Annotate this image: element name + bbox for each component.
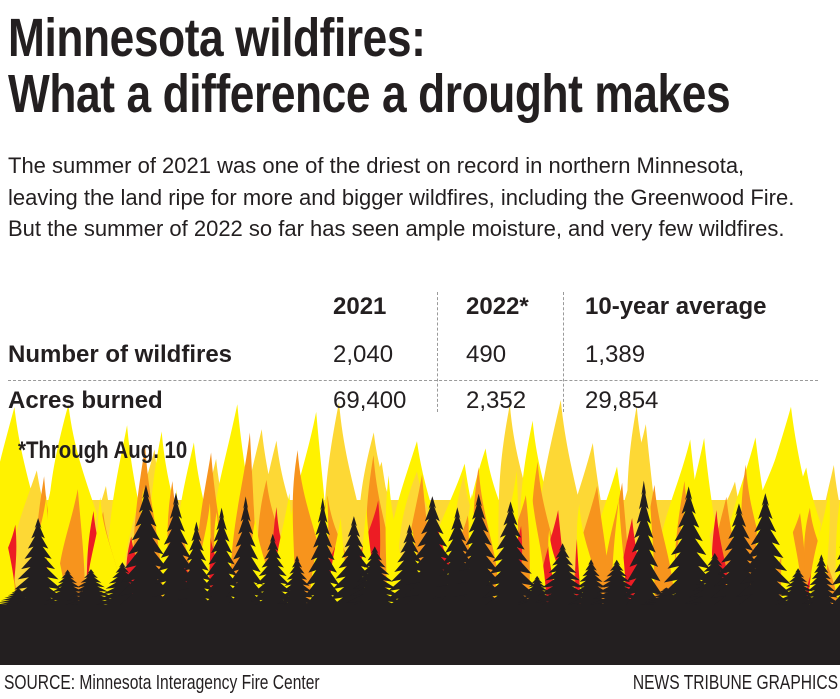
graphics-credit: NEWS TRIBUNE GRAPHICS — [632, 672, 838, 694]
headline-line-2: What a difference a drought makes — [8, 64, 731, 124]
spruce-tree-silhouette — [223, 496, 269, 610]
spruce-tree-silhouette — [531, 543, 594, 610]
spruce-tree-silhouette — [732, 493, 799, 610]
ground-band — [0, 605, 840, 665]
spruce-tree-silhouette — [478, 501, 543, 610]
row-label-acres: Acres burned — [8, 387, 163, 414]
cell-wildfires-avg: 1,389 — [585, 341, 646, 368]
spruce-tree-silhouette — [342, 546, 408, 610]
footnote: *Through Aug. 10 — [18, 437, 188, 464]
column-divider — [563, 292, 564, 412]
intro-paragraph: The summer of 2021 was one of the driest… — [8, 153, 795, 241]
spruce-tree-silhouette — [622, 480, 666, 610]
spruce-tree-silhouette — [827, 546, 840, 610]
cell-wildfires-2021: 2,040 — [333, 341, 394, 368]
spruce-tree-silhouette — [59, 569, 123, 610]
wildfire-illustration — [0, 400, 840, 665]
row-divider — [8, 380, 818, 381]
cell-wildfires-2022: 490 — [466, 341, 507, 368]
spruce-tree-silhouette — [197, 507, 246, 610]
column-header-10yr-avg: 10-year average — [585, 293, 767, 320]
column-header-2021: 2021 — [333, 293, 387, 320]
spruce-tree-silhouette — [799, 554, 840, 610]
column-header-2022: 2022* — [466, 293, 529, 320]
headline-line-1: Minnesota wildfires: — [8, 8, 426, 68]
source-credit: SOURCE: Minnesota Interagency Fire Cente… — [4, 672, 320, 694]
cell-acres-2022: 2,352 — [466, 387, 527, 414]
spruce-tree-silhouette — [174, 521, 219, 610]
flame-shape — [0, 503, 17, 620]
row-label-wildfires: Number of wildfires — [8, 341, 233, 368]
spruce-tree-silhouette — [7, 517, 69, 610]
spruce-tree-silhouette — [656, 486, 721, 610]
spruce-tree-silhouette — [301, 497, 345, 610]
column-divider — [437, 292, 438, 412]
cell-acres-2021: 69,400 — [333, 387, 407, 414]
cell-acres-avg: 29,854 — [585, 387, 659, 414]
